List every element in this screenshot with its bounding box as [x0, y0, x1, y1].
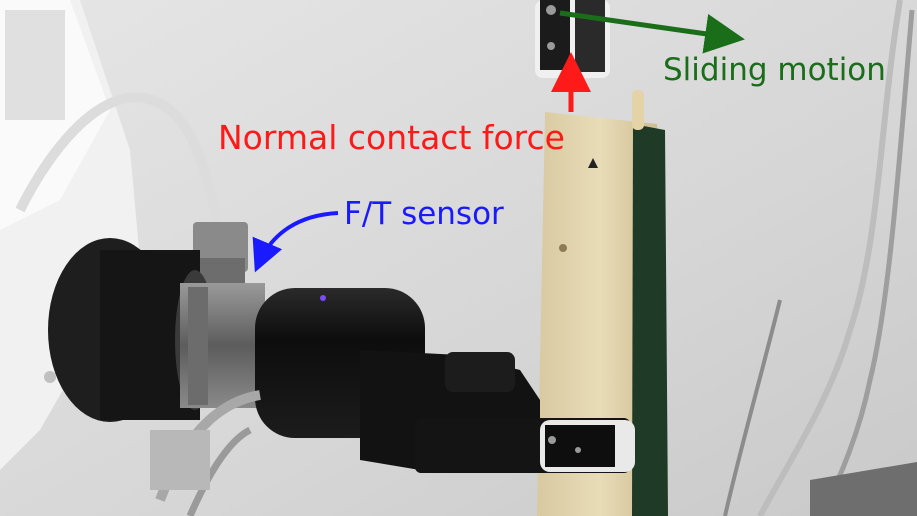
sliding-motion-label: Sliding motion [663, 52, 886, 88]
normal-contact-force-label: Normal contact force [218, 118, 565, 157]
ft-sensor-arrow [252, 211, 339, 273]
ft-sensor-label: F/T sensor [344, 196, 504, 232]
sliding-motion-arrow [559, 10, 745, 54]
